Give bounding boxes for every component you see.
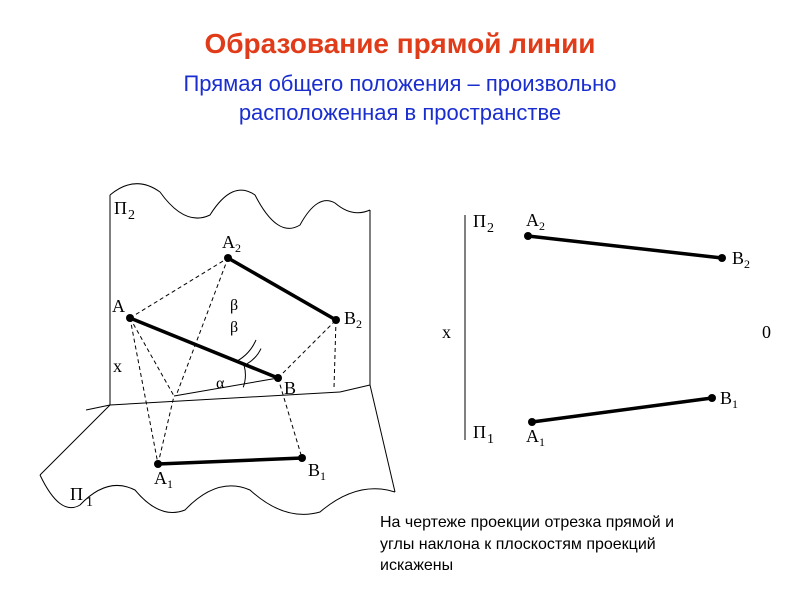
svg-text:A1: A1 [154, 468, 173, 491]
svg-text:П: П [114, 198, 127, 218]
caption-l2: углы наклона к плоскостям проекций [380, 536, 656, 553]
diagram-svg: П2П1xAA2B2BA1B1αββП2П1A2B2A1B1x0 [0, 0, 800, 600]
svg-text:П: П [70, 484, 83, 504]
svg-text:1: 1 [86, 495, 93, 510]
svg-text:A2: A2 [526, 210, 545, 233]
svg-text:A1: A1 [526, 426, 545, 449]
caption: На чертеже проекции отрезка прямой и угл… [380, 512, 674, 577]
svg-text:x: x [113, 356, 122, 376]
svg-text:β: β [230, 319, 238, 336]
svg-text:2: 2 [128, 208, 135, 223]
svg-text:B1: B1 [308, 460, 326, 483]
svg-text:B: B [284, 378, 296, 398]
caption-l3: искажены [380, 557, 453, 574]
svg-text:x: x [442, 322, 451, 342]
svg-text:B2: B2 [344, 308, 362, 331]
svg-text:П: П [473, 422, 486, 442]
svg-text:1: 1 [487, 432, 494, 447]
caption-l1: На чертеже проекции отрезка прямой и [380, 514, 674, 531]
svg-text:B1: B1 [720, 388, 738, 411]
svg-text:B2: B2 [732, 248, 750, 271]
svg-text:П: П [473, 211, 486, 231]
svg-text:2: 2 [487, 221, 494, 236]
svg-text:A: A [112, 296, 125, 316]
svg-text:β: β [230, 297, 238, 314]
svg-text:A2: A2 [222, 232, 241, 255]
svg-text:0: 0 [762, 322, 771, 342]
svg-text:α: α [216, 375, 225, 392]
